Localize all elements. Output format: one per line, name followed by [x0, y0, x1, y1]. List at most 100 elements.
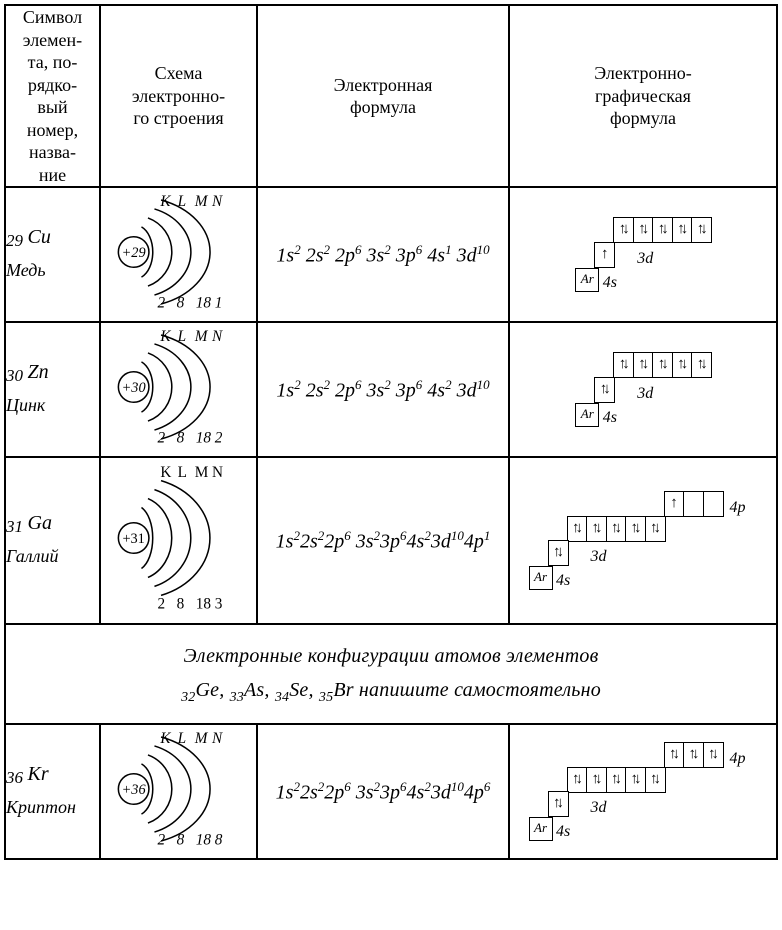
- shell-scheme-cell: KLMN +31 28 183: [100, 457, 257, 624]
- svg-text:8: 8: [176, 596, 184, 613]
- electronic-structure-table: Символ элемен-та, по-рядко-выйномер,назв…: [4, 4, 778, 860]
- electron-formula-cell: 1s2 2s2 2p6 3s2 3p6 4s1 3d10: [257, 187, 509, 322]
- orbital-box: [652, 217, 673, 243]
- orbital-box: [613, 352, 634, 378]
- orbital-box: [594, 242, 615, 268]
- orbital-box: [625, 516, 646, 542]
- svg-text:+36: +36: [121, 782, 146, 798]
- svg-text:2: 2: [157, 429, 165, 446]
- orbital-box: [625, 767, 646, 793]
- svg-text:18: 18: [195, 596, 211, 613]
- noble-gas-core: Ar: [529, 566, 553, 590]
- orbital-diagram-cell: 4p 3d Ar 4s: [509, 457, 777, 624]
- orbital-box: [586, 767, 607, 793]
- header-formula: Электроннаяформула: [257, 5, 509, 187]
- orbital-box: [645, 767, 666, 793]
- shell-diagram: KLMN +36 28188: [105, 725, 253, 853]
- orbital-box: [683, 742, 704, 768]
- shell-scheme-cell: KLMN +36 28188: [100, 724, 257, 859]
- orbital-box: [606, 767, 627, 793]
- svg-text:2: 2: [214, 429, 222, 446]
- header-scheme: Схемаэлектронно-го строения: [100, 5, 257, 187]
- element-row: 36 Kr Криптон KLMN +36 28188 1s22s22p6 3…: [5, 724, 777, 859]
- shell-diagram: KLMN +31 28 183: [105, 458, 253, 618]
- svg-text:8: 8: [176, 294, 184, 311]
- orbital-box: [703, 742, 724, 768]
- orbital-box: [567, 516, 588, 542]
- svg-text:+30: +30: [121, 380, 145, 396]
- orbital-diagram: 3d Ar 4s: [575, 352, 711, 427]
- svg-text:18: 18: [195, 294, 211, 311]
- orbital-diagram-cell: 4p 3d Ar 4s: [509, 724, 777, 859]
- svg-text:M: M: [193, 328, 208, 345]
- orbital-diagram: 4p 3d Ar 4s: [529, 742, 758, 841]
- orbital-box: [567, 767, 588, 793]
- element-row: 29 Cu Медь KLMN +29 28181 1s2 2s2 2p6 3s…: [5, 187, 777, 322]
- element-row: 30 Zn Цинк KLMN +30 28182 1s2 2s2 2p6 3s…: [5, 322, 777, 457]
- element-symbol-cell: 31 Ga Галлий: [5, 457, 100, 624]
- svg-text:+29: +29: [121, 245, 145, 261]
- orbital-box: [703, 491, 724, 517]
- svg-text:L: L: [177, 464, 186, 481]
- orbital-box: [683, 491, 704, 517]
- noble-gas-core: Ar: [529, 817, 553, 841]
- orbital-box: [548, 540, 569, 566]
- shell-diagram: KLMN +29 28181: [105, 188, 253, 316]
- orbital-box: [664, 742, 685, 768]
- svg-text:2: 2: [157, 831, 165, 848]
- svg-text:N: N: [210, 730, 222, 747]
- svg-text:18: 18: [195, 429, 211, 446]
- orbital-box: [586, 516, 607, 542]
- svg-text:M: M: [193, 730, 208, 747]
- svg-text:18: 18: [195, 831, 211, 848]
- svg-text:3: 3: [214, 596, 222, 613]
- svg-text:8: 8: [176, 831, 184, 848]
- svg-text:K: K: [160, 464, 171, 481]
- svg-text:8: 8: [176, 429, 184, 446]
- orbital-diagram: 3d Ar 4s: [575, 217, 711, 292]
- electron-formula-cell: 1s22s22p6 3s23p64s23d104p6: [257, 724, 509, 859]
- svg-text:8: 8: [214, 831, 222, 848]
- svg-text:N: N: [211, 464, 222, 481]
- noble-gas-core: Ar: [575, 403, 599, 427]
- header-row: Символ элемен-та, по-рядко-выйномер,назв…: [5, 5, 777, 187]
- orbital-box: [633, 352, 654, 378]
- electron-formula-cell: 1s2 2s2 2p6 3s2 3p6 4s2 3d10: [257, 322, 509, 457]
- orbital-box: [548, 791, 569, 817]
- element-symbol-cell: 30 Zn Цинк: [5, 322, 100, 457]
- note-row: Электронные конфигурации атомов элементо…: [5, 624, 777, 724]
- orbital-box: [645, 516, 666, 542]
- orbital-box: [691, 217, 712, 243]
- orbital-box: [613, 217, 634, 243]
- orbital-box: [633, 217, 654, 243]
- svg-text:2: 2: [157, 294, 165, 311]
- header-symbol: Символ элемен-та, по-рядко-выйномер,назв…: [5, 5, 100, 187]
- element-symbol-cell: 29 Cu Медь: [5, 187, 100, 322]
- svg-text:+31: +31: [122, 531, 144, 547]
- noble-gas-core: Ar: [575, 268, 599, 292]
- svg-text:N: N: [210, 193, 222, 210]
- shell-diagram: KLMN +30 28182: [105, 323, 253, 451]
- orbital-box: [672, 217, 693, 243]
- orbital-box: [664, 491, 685, 517]
- element-symbol-cell: 36 Kr Криптон: [5, 724, 100, 859]
- header-graph-formula: Электронно-графическаяформула: [509, 5, 777, 187]
- orbital-box: [672, 352, 693, 378]
- element-row: 31 Ga Галлий KLMN +31 28 183 1s22s22p6 3s…: [5, 457, 777, 624]
- shell-scheme-cell: KLMN +29 28181: [100, 187, 257, 322]
- orbital-diagram-cell: 3d Ar 4s: [509, 322, 777, 457]
- orbital-box: [652, 352, 673, 378]
- orbital-box: [606, 516, 627, 542]
- shell-scheme-cell: KLMN +30 28182: [100, 322, 257, 457]
- orbital-diagram: 4p 3d Ar 4s: [529, 491, 758, 590]
- note-cell: Электронные конфигурации атомов элементо…: [5, 624, 777, 724]
- svg-text:2: 2: [157, 596, 165, 613]
- svg-text:1: 1: [214, 294, 222, 311]
- electron-formula-cell: 1s22s22p6 3s23p64s23d104p1: [257, 457, 509, 624]
- orbital-box: [594, 377, 615, 403]
- svg-text:M: M: [193, 193, 208, 210]
- svg-text:M: M: [194, 464, 208, 481]
- orbital-diagram-cell: 3d Ar 4s: [509, 187, 777, 322]
- svg-text:N: N: [210, 328, 222, 345]
- orbital-box: [691, 352, 712, 378]
